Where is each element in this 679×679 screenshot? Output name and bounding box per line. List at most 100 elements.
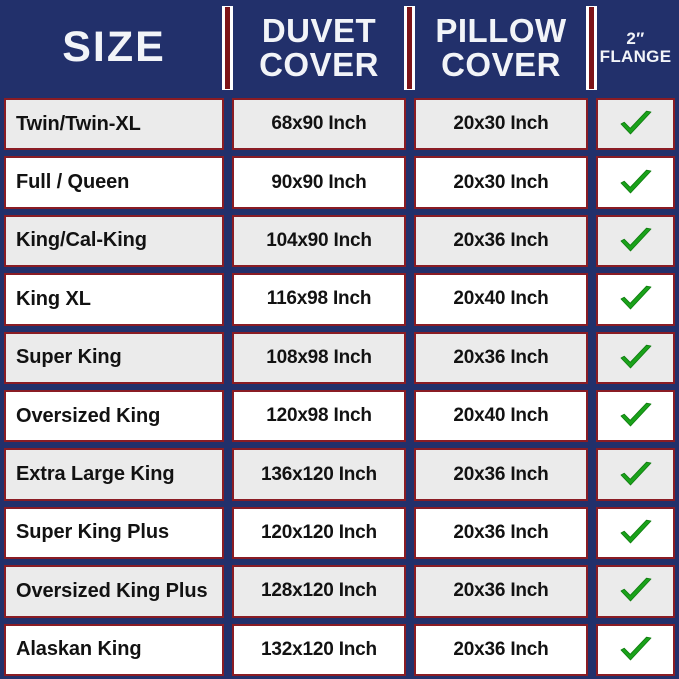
- cell-box: Alaskan King: [4, 623, 224, 676]
- cell-box: Super King Plus: [4, 506, 224, 560]
- cell-box: 20x40 Inch: [414, 389, 588, 443]
- checkmark-icon: [620, 344, 651, 369]
- cell-box: Super King: [4, 331, 224, 384]
- header-label-flange: 2″ FLANGE: [599, 29, 672, 66]
- header-label-size: SIZE: [62, 22, 166, 71]
- cell-value-duvet: 108x98 Inch: [266, 346, 372, 368]
- cell-size: Oversized King Plus: [0, 562, 228, 620]
- cell-box: 20x36 Inch: [414, 214, 588, 268]
- cell-box: [596, 214, 675, 268]
- cell-box: 108x98 Inch: [232, 331, 406, 384]
- cell-flange: [592, 212, 679, 270]
- cell-box: 20x36 Inch: [414, 448, 588, 501]
- table-row: King/Cal-King 104x90 Inch 20x36 Inch: [0, 212, 679, 270]
- cell-box: 120x120 Inch: [232, 506, 406, 560]
- table-header-row: SIZE DUVET COVER PILLOW COVER 2″ FLANGE: [0, 0, 679, 95]
- table-row: Oversized King Plus 128x120 Inch 20x36 Inc…: [0, 562, 679, 620]
- cell-duvet-cover: 128x120 Inch: [228, 562, 410, 620]
- table-row: Twin/Twin-XL 68x90 Inch 20x30 Inch: [0, 95, 679, 153]
- cell-duvet-cover: 132x120 Inch: [228, 621, 410, 679]
- cell-box: [596, 506, 675, 560]
- cell-flange: [592, 387, 679, 445]
- cell-size: Extra Large King: [0, 445, 228, 503]
- cell-value-pillow: 20x36 Inch: [453, 229, 549, 251]
- header-divider-1: [222, 6, 233, 90]
- cell-flange: [592, 270, 679, 328]
- cell-value-duvet: 120x120 Inch: [261, 521, 377, 543]
- cell-box: 20x36 Inch: [414, 623, 588, 676]
- cell-flange: [592, 504, 679, 562]
- table-row: Super King 108x98 Inch 20x36 Inch: [0, 329, 679, 387]
- cell-pillow-cover: 20x30 Inch: [410, 95, 592, 153]
- checkmark-icon: [620, 169, 651, 193]
- cell-box: 20x40 Inch: [414, 273, 588, 326]
- checkmark-icon: [620, 578, 651, 602]
- cell-flange: [592, 95, 679, 153]
- cell-value-size: Alaskan King: [16, 638, 142, 661]
- cell-pillow-cover: 20x36 Inch: [410, 621, 592, 679]
- header-divider-2: [404, 6, 415, 90]
- cell-box: 128x120 Inch: [232, 565, 406, 618]
- cell-duvet-cover: 116x98 Inch: [228, 270, 410, 328]
- cell-size: Super King Plus: [0, 504, 228, 562]
- cell-duvet-cover: 104x90 Inch: [228, 212, 410, 270]
- cell-size: King/Cal-King: [0, 212, 228, 270]
- cell-size: Alaskan King: [0, 621, 228, 679]
- cell-value-duvet: 128x120 Inch: [261, 580, 377, 602]
- cell-pillow-cover: 20x36 Inch: [410, 329, 592, 387]
- cell-box: 20x36 Inch: [414, 331, 588, 384]
- checkmark-icon: [620, 286, 651, 310]
- header-cell-flange: 2″ FLANGE: [592, 0, 679, 95]
- cell-pillow-cover: 20x36 Inch: [410, 562, 592, 620]
- cell-flange: [592, 445, 679, 503]
- checkmark-icon: [620, 402, 651, 427]
- cell-value-pillow: 20x36 Inch: [453, 346, 549, 368]
- cell-box: King/Cal-King: [4, 214, 224, 268]
- cell-pillow-cover: 20x36 Inch: [410, 445, 592, 503]
- checkmark-icon: [620, 461, 651, 485]
- cell-pillow-cover: 20x36 Inch: [410, 212, 592, 270]
- cell-pillow-cover: 20x30 Inch: [410, 153, 592, 211]
- header-label-duvet-cover: DUVET COVER: [259, 11, 379, 83]
- table-row: Oversized King 120x98 Inch 20x40 Inch: [0, 387, 679, 445]
- cell-pillow-cover: 20x40 Inch: [410, 270, 592, 328]
- cell-size: Super King: [0, 329, 228, 387]
- cell-box: 116x98 Inch: [232, 273, 406, 326]
- cell-value-pillow: 20x36 Inch: [453, 638, 549, 660]
- cell-value-duvet: 90x90 Inch: [271, 171, 367, 193]
- cell-box: 20x30 Inch: [414, 98, 588, 151]
- cell-box: 120x98 Inch: [232, 389, 406, 443]
- cell-value-size: Super King Plus: [16, 521, 169, 544]
- cell-duvet-cover: 108x98 Inch: [228, 329, 410, 387]
- checkmark-icon: [620, 110, 651, 135]
- cell-value-size: Oversized King Plus: [16, 579, 208, 602]
- table-row: Alaskan King 132x120 Inch 20x36 Inch: [0, 621, 679, 679]
- cell-value-pillow: 20x30 Inch: [453, 171, 549, 193]
- cell-pillow-cover: 20x40 Inch: [410, 387, 592, 445]
- cell-box: 136x120 Inch: [232, 448, 406, 501]
- cell-value-size: King XL: [16, 287, 91, 310]
- table-row: King XL 116x98 Inch 20x40 Inch: [0, 270, 679, 328]
- cell-value-pillow: 20x40 Inch: [453, 288, 549, 310]
- cell-duvet-cover: 68x90 Inch: [228, 95, 410, 153]
- cell-value-duvet: 68x90 Inch: [271, 113, 367, 135]
- cell-box: Oversized King: [4, 389, 224, 443]
- cell-duvet-cover: 120x98 Inch: [228, 387, 410, 445]
- checkmark-icon: [620, 636, 651, 661]
- cell-value-size: Twin/Twin-XL: [16, 112, 141, 135]
- cell-box: 20x30 Inch: [414, 156, 588, 209]
- cell-box: [596, 331, 675, 384]
- cell-value-duvet: 136x120 Inch: [261, 463, 377, 485]
- cell-flange: [592, 153, 679, 211]
- cell-flange: [592, 329, 679, 387]
- cell-box: 68x90 Inch: [232, 98, 406, 151]
- cell-flange: [592, 621, 679, 679]
- cell-size: Twin/Twin-XL: [0, 95, 228, 153]
- table-row: Full / Queen 90x90 Inch 20x30 Inch: [0, 153, 679, 211]
- cell-flange: [592, 562, 679, 620]
- cell-duvet-cover: 120x120 Inch: [228, 504, 410, 562]
- cell-box: 90x90 Inch: [232, 156, 406, 209]
- cell-box: 20x36 Inch: [414, 565, 588, 618]
- cell-value-pillow: 20x36 Inch: [453, 463, 549, 485]
